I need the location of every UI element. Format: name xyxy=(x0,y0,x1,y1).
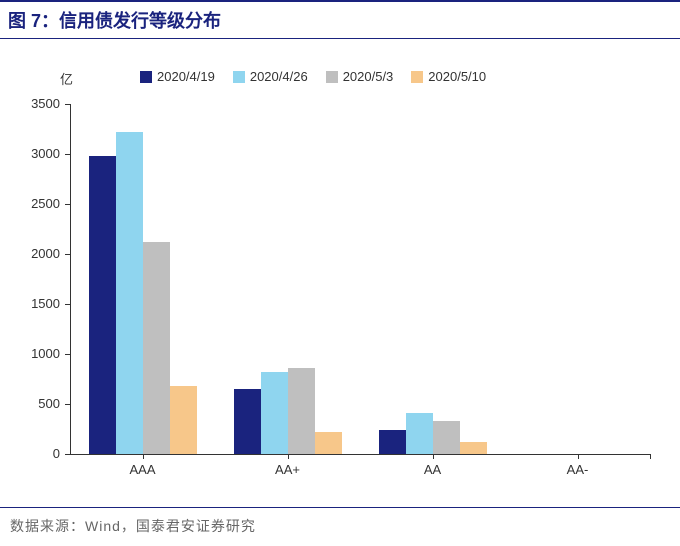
y-tick xyxy=(65,304,70,305)
legend-item: 2020/5/3 xyxy=(326,69,394,84)
legend-item: 2020/4/19 xyxy=(140,69,215,84)
figure-title-bar: 图 7：信用债发行等级分布 xyxy=(0,0,680,39)
chart-plot-area: 亿05001000150020002500300035002020/4/1920… xyxy=(10,49,670,489)
bar xyxy=(116,132,143,454)
y-tick xyxy=(65,354,70,355)
y-tick-label: 2500 xyxy=(20,196,60,211)
x-tick-label: AA+ xyxy=(275,462,300,477)
legend-item: 2020/5/10 xyxy=(411,69,486,84)
x-tick xyxy=(143,454,144,459)
bar xyxy=(170,386,197,454)
legend-label: 2020/4/19 xyxy=(157,69,215,84)
bar xyxy=(143,242,170,454)
x-tick-label: AAA xyxy=(129,462,155,477)
y-tick-label: 500 xyxy=(20,396,60,411)
y-tick xyxy=(65,104,70,105)
y-tick-label: 3000 xyxy=(20,146,60,161)
figure-footer: 数据来源：Wind，国泰君安证券研究 xyxy=(0,507,680,536)
y-axis-line xyxy=(70,104,71,454)
legend-swatch xyxy=(326,71,338,83)
y-tick-label: 3500 xyxy=(20,96,60,111)
x-tick xyxy=(288,454,289,459)
legend-label: 2020/4/26 xyxy=(250,69,308,84)
data-source-text: 数据来源：Wind，国泰君安证券研究 xyxy=(10,516,670,536)
y-tick-label: 0 xyxy=(20,446,60,461)
bar xyxy=(406,413,433,454)
y-axis-unit: 亿 xyxy=(60,69,73,88)
y-tick xyxy=(65,204,70,205)
x-tick xyxy=(578,454,579,459)
legend-label: 2020/5/10 xyxy=(428,69,486,84)
x-tick-label: AA xyxy=(424,462,441,477)
bar xyxy=(460,442,487,454)
legend-swatch xyxy=(411,71,423,83)
x-tick-label: AA- xyxy=(567,462,589,477)
legend-item: 2020/4/26 xyxy=(233,69,308,84)
x-tick xyxy=(650,454,651,459)
y-tick xyxy=(65,454,70,455)
bar xyxy=(89,156,116,454)
bar xyxy=(433,421,460,454)
y-tick-label: 1500 xyxy=(20,296,60,311)
y-tick xyxy=(65,404,70,405)
x-axis-line xyxy=(70,454,650,455)
bar xyxy=(261,372,288,454)
figure-title: 图 7：信用债发行等级分布 xyxy=(8,7,672,33)
y-tick xyxy=(65,254,70,255)
bar xyxy=(379,430,406,454)
y-tick-label: 2000 xyxy=(20,246,60,261)
bar xyxy=(288,368,315,454)
chart-legend: 2020/4/19 2020/4/26 2020/5/3 2020/5/10 xyxy=(140,69,486,84)
legend-swatch xyxy=(140,71,152,83)
x-tick xyxy=(433,454,434,459)
legend-label: 2020/5/3 xyxy=(343,69,394,84)
y-tick xyxy=(65,154,70,155)
bar xyxy=(234,389,261,454)
bar xyxy=(315,432,342,454)
y-tick-label: 1000 xyxy=(20,346,60,361)
legend-swatch xyxy=(233,71,245,83)
